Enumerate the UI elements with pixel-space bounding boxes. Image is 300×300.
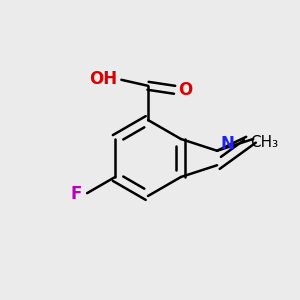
Text: N: N — [220, 135, 234, 153]
Text: O: O — [178, 81, 193, 99]
Text: F: F — [71, 185, 82, 203]
Text: OH: OH — [89, 70, 117, 88]
Text: CH₃: CH₃ — [250, 135, 278, 150]
